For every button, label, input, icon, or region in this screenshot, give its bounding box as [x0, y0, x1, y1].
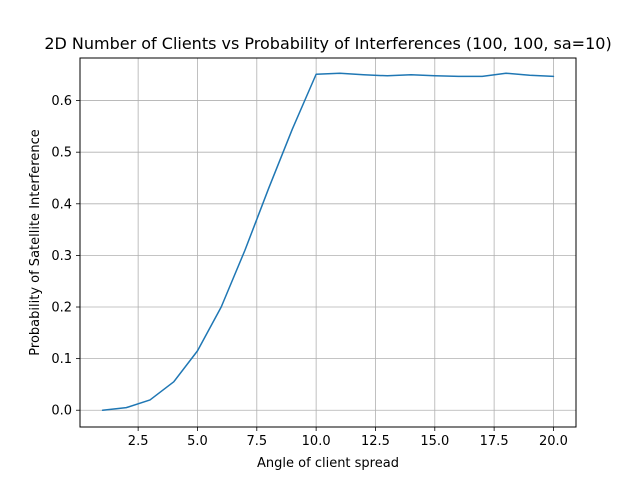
data-point	[504, 72, 507, 75]
data-point	[315, 73, 318, 76]
y-tick-label: 0.2	[51, 301, 72, 316]
x-tick-label: 5.0	[187, 434, 208, 449]
y-tick-label: 0.5	[51, 146, 72, 161]
y-tick-label: 0.0	[51, 404, 72, 419]
axis-ticks-layer: 2.5 5.0 7.5 10.0 12.5 15.0 17.5 20.0 0.0 0.1 0.2 0.…	[51, 94, 568, 449]
chart-title: 2D Number of Clients vs Probability of I…	[44, 34, 611, 53]
y-axis-label: Probability of Satellite Interference	[28, 129, 43, 355]
data-point	[481, 75, 484, 78]
data-point	[172, 380, 175, 383]
grid-layer	[80, 58, 576, 427]
data-point	[291, 127, 294, 130]
data-point	[528, 74, 531, 77]
data-point	[386, 74, 389, 77]
data-point	[552, 75, 555, 78]
x-tick-label: 10.0	[302, 434, 331, 449]
x-tick-label: 2.5	[128, 434, 149, 449]
x-tick-label: 20.0	[539, 434, 568, 449]
data-point	[338, 72, 341, 75]
y-tick-label: 0.6	[51, 94, 72, 109]
plot-area-background	[80, 58, 576, 427]
data-point	[457, 75, 460, 78]
x-tick-label: 12.5	[361, 434, 390, 449]
x-axis-label: Angle of client spread	[257, 456, 399, 471]
data-point	[101, 409, 104, 412]
data-point	[125, 406, 128, 409]
data-point	[243, 249, 246, 252]
series-line	[101, 72, 555, 411]
y-tick-label: 0.4	[51, 197, 72, 212]
data-point	[220, 306, 223, 309]
x-tick-label: 17.5	[480, 434, 509, 449]
data-point	[362, 73, 365, 76]
y-tick-label: 0.1	[51, 352, 72, 367]
data-point	[433, 74, 436, 77]
data-point	[410, 73, 413, 76]
data-point	[149, 398, 152, 401]
x-tick-label: 15.0	[420, 434, 449, 449]
data-point	[196, 349, 199, 352]
y-tick-label: 0.3	[51, 249, 72, 264]
x-tick-label: 7.5	[246, 434, 267, 449]
data-point	[267, 187, 270, 190]
plot-frame	[79, 57, 577, 428]
